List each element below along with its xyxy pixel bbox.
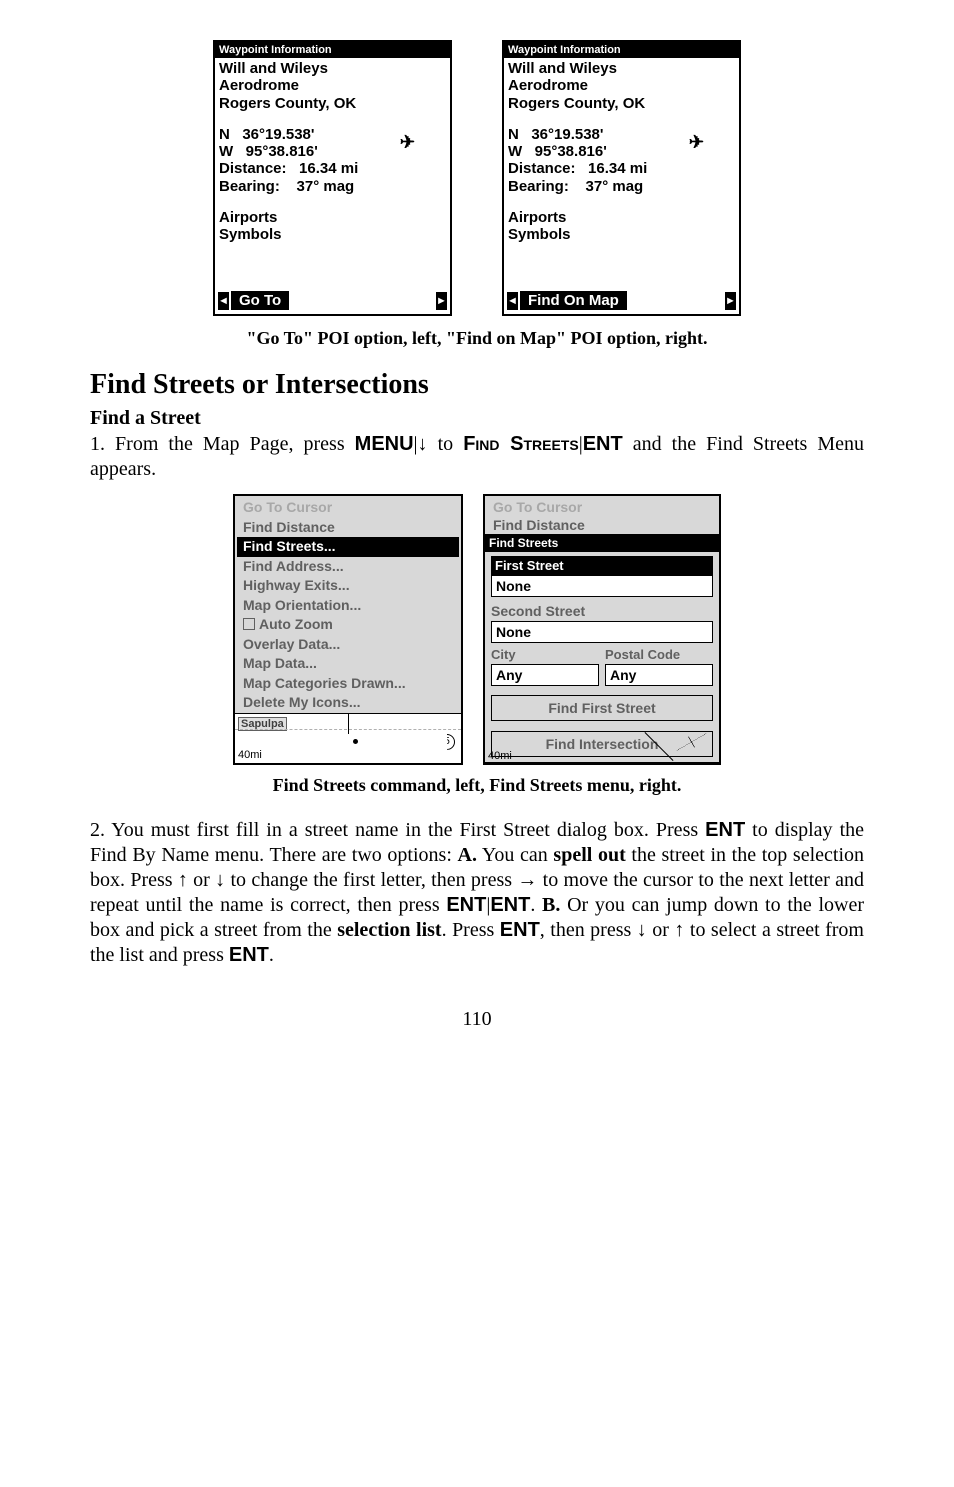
menu-item-overlay-data[interactable]: Overlay Data...: [237, 635, 459, 655]
find-on-map-button[interactable]: Find On Map: [520, 291, 627, 310]
airplane-icon: ✈: [689, 132, 704, 153]
map-marker-5: 5: [439, 734, 455, 750]
find-streets-screenshots-row: Go To Cursor Find Distance Find Streets.…: [90, 494, 864, 765]
footer-bar: ◄ Find On Map ►: [504, 287, 739, 314]
title-bar: Waypoint Information: [504, 42, 739, 58]
menu-item-map-categories[interactable]: Map Categories Drawn...: [237, 674, 459, 694]
key-ent: ENT: [705, 819, 745, 841]
map-page-menu: Go To Cursor Find Distance Find Streets.…: [233, 494, 463, 765]
map-preview-small: 40mi: [485, 762, 719, 763]
paragraph-2: 2. You must first fill in a street name …: [90, 818, 864, 968]
footer-bar: ◄ Go To ►: [215, 287, 450, 314]
find-first-street-button[interactable]: Find First Street: [491, 695, 713, 721]
title-bar: Waypoint Information: [215, 42, 450, 58]
sub-heading: Find a Street: [90, 407, 864, 430]
tag-symbols: Symbols: [219, 226, 446, 243]
checkbox-icon: [243, 618, 255, 630]
form-bg-find-distance: Find Distance: [489, 516, 715, 534]
name-line2: Aerodrome: [508, 77, 735, 94]
go-to-button[interactable]: Go To: [231, 291, 289, 310]
city-input[interactable]: Any: [491, 664, 599, 686]
menu-item-find-streets[interactable]: Find Streets...: [237, 537, 459, 557]
waypoint-info-left: Waypoint Information Will and Wileys Aer…: [213, 40, 452, 316]
menu-item-map-data[interactable]: Map Data...: [237, 654, 459, 674]
name-line1: Will and Wileys: [219, 60, 446, 77]
first-street-input[interactable]: None: [491, 575, 713, 597]
section-heading: Find Streets or Intersections: [90, 369, 864, 401]
right-arrow-icon[interactable]: ►: [725, 292, 736, 310]
form-bg-go-to-cursor: Go To Cursor: [489, 498, 715, 516]
first-street-label: First Street: [491, 556, 713, 575]
tag-symbols: Symbols: [508, 226, 735, 243]
name-line3: Rogers County, OK: [508, 95, 735, 112]
key-ent: ENT: [500, 919, 540, 941]
page-number: 110: [90, 1008, 864, 1031]
airplane-icon: ✈: [400, 132, 415, 153]
left-arrow-icon[interactable]: ◄: [507, 292, 518, 310]
waypoint-info-right: Waypoint Information Will and Wileys Aer…: [502, 40, 741, 316]
menu-list: Go To Cursor Find Distance Find Streets.…: [235, 496, 461, 713]
distance: Distance: 16.34 mi: [219, 160, 446, 177]
city-label: City: [491, 645, 599, 664]
paragraph-1: 1. From the Map Page, press MENU|↓ to Fi…: [90, 432, 864, 482]
smallcaps-find-streets: Find Streets: [463, 433, 579, 455]
right-arrow-icon[interactable]: ►: [436, 292, 447, 310]
postal-code-input[interactable]: Any: [605, 664, 713, 686]
key-ent: ENT: [583, 433, 623, 455]
second-street-input[interactable]: None: [491, 621, 713, 643]
map-scale-label: 40mi: [238, 749, 262, 761]
menu-item-map-orientation[interactable]: Map Orientation...: [237, 596, 459, 616]
map-scale-label: 40mi: [488, 750, 512, 762]
key-ent: ENT: [446, 894, 486, 916]
form-title-bar: Find Streets: [485, 534, 719, 552]
postal-code-label: Postal Code: [605, 645, 713, 664]
name-line2: Aerodrome: [219, 77, 446, 94]
distance: Distance: 16.34 mi: [508, 160, 735, 177]
map-preview: Sapulpa 5 40mi: [235, 713, 461, 764]
waypoint-body: Will and Wileys Aerodrome Rogers County,…: [504, 58, 739, 287]
waypoint-screenshots-row: Waypoint Information Will and Wileys Aer…: [90, 40, 864, 316]
bearing: Bearing: 37° mag: [508, 178, 735, 195]
left-arrow-icon[interactable]: ◄: [218, 292, 229, 310]
map-dot-icon: [353, 739, 358, 744]
key-menu: MENU: [355, 433, 414, 455]
menu-item-find-distance[interactable]: Find Distance: [237, 518, 459, 538]
tag-airports: Airports: [508, 209, 735, 226]
caption-1: "Go To" POI option, left, "Find on Map" …: [90, 328, 864, 349]
menu-item-auto-zoom[interactable]: Auto Zoom: [237, 615, 459, 635]
bearing: Bearing: 37° mag: [219, 178, 446, 195]
tag-airports: Airports: [219, 209, 446, 226]
caption-2: Find Streets command, left, Find Streets…: [90, 775, 864, 796]
menu-item-go-to-cursor[interactable]: Go To Cursor: [237, 498, 459, 518]
name-line1: Will and Wileys: [508, 60, 735, 77]
second-street-label: Second Street: [491, 599, 713, 621]
waypoint-body: Will and Wileys Aerodrome Rogers County,…: [215, 58, 450, 287]
menu-item-find-address[interactable]: Find Address...: [237, 557, 459, 577]
key-ent: ENT: [490, 894, 530, 916]
menu-item-delete-icons[interactable]: Delete My Icons...: [237, 693, 459, 713]
key-ent: ENT: [229, 944, 269, 966]
find-streets-form: Go To Cursor Find Distance Find Streets …: [483, 494, 721, 765]
menu-item-highway-exits[interactable]: Highway Exits...: [237, 576, 459, 596]
name-line3: Rogers County, OK: [219, 95, 446, 112]
